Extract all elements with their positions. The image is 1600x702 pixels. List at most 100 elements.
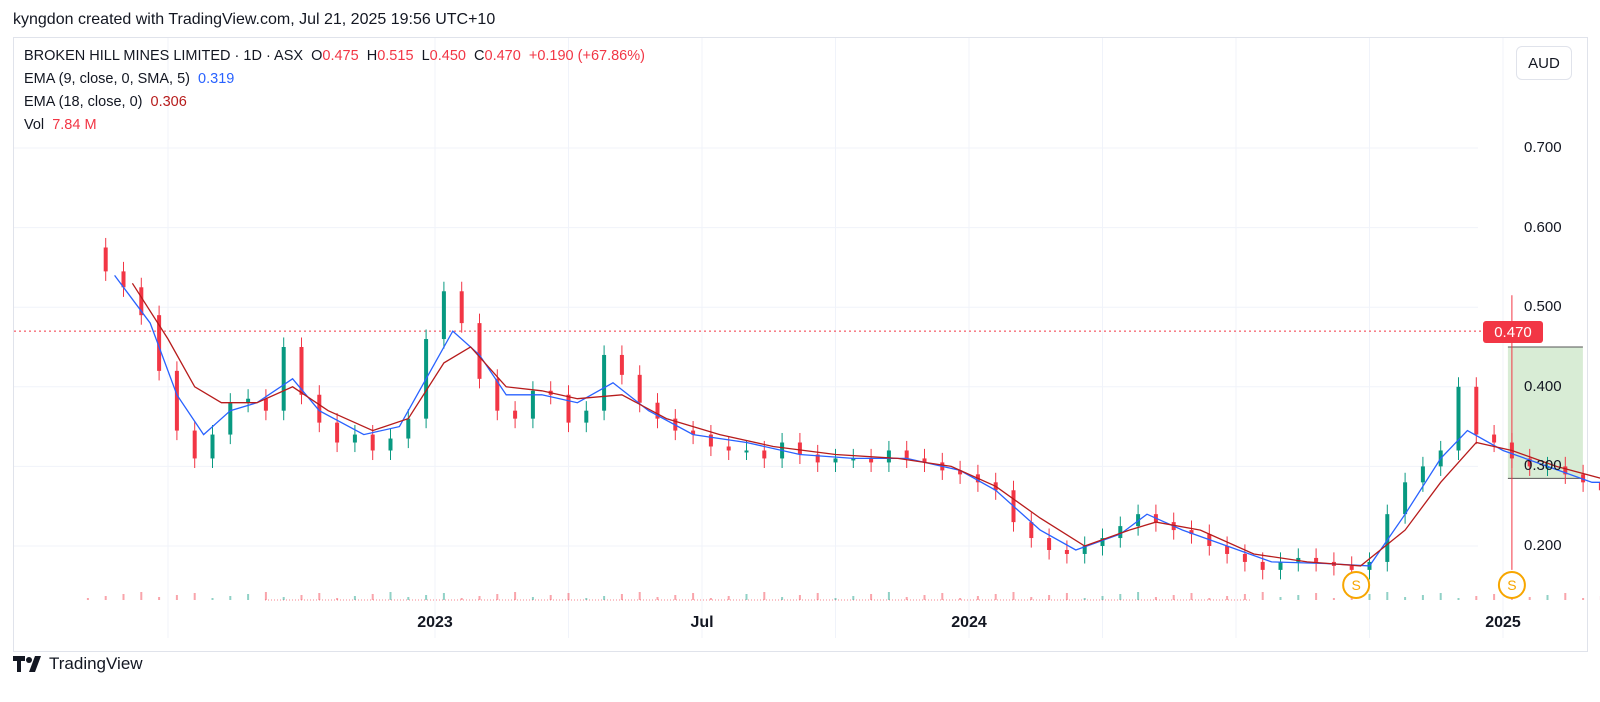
volume-bar	[86, 598, 89, 600]
candle-body[interactable]	[1118, 526, 1123, 539]
current-price-label: 0.470	[1483, 321, 1543, 343]
candle-body[interactable]	[299, 347, 304, 395]
candle-body[interactable]	[922, 458, 927, 463]
volume-bar	[585, 598, 588, 600]
candle-body[interactable]	[1260, 561, 1265, 570]
candle-body[interactable]	[584, 410, 589, 423]
volume-bar	[264, 592, 267, 600]
candle-body[interactable]	[192, 430, 197, 459]
chart-frame[interactable]	[13, 37, 1588, 652]
candle-body[interactable]	[958, 470, 963, 475]
footer-brand[interactable]: TradingView	[13, 654, 143, 674]
candle-body[interactable]	[566, 394, 571, 423]
candle-body[interactable]	[1581, 474, 1586, 483]
candle-body[interactable]	[1420, 466, 1425, 483]
candle-body[interactable]	[103, 247, 108, 272]
candle-body[interactable]	[406, 418, 411, 439]
candle-body[interactable]	[263, 398, 268, 411]
candle-body[interactable]	[886, 450, 891, 463]
candle-body[interactable]	[869, 458, 874, 463]
volume-bar	[1119, 594, 1122, 600]
volume-bar	[211, 598, 214, 600]
candle-body[interactable]	[352, 434, 357, 443]
candle-body[interactable]	[637, 374, 642, 403]
candle-body[interactable]	[1278, 561, 1283, 570]
candle-body[interactable]	[1100, 538, 1105, 546]
candle-body[interactable]	[139, 287, 144, 316]
candle-body[interactable]	[833, 458, 838, 463]
candle-body[interactable]	[1563, 466, 1568, 475]
legend-ema9-row[interactable]: EMA (9, close, 0, SMA, 5) 0.319	[24, 71, 234, 87]
ema18-line[interactable]	[131, 282, 1600, 567]
candle-body[interactable]	[335, 422, 340, 443]
candle-body[interactable]	[281, 347, 286, 411]
volume-bar	[1083, 598, 1086, 600]
candle-body[interactable]	[157, 315, 162, 371]
candle-body[interactable]	[744, 450, 749, 453]
candle-body[interactable]	[1082, 546, 1087, 554]
candle-body[interactable]	[370, 434, 375, 451]
volume-bar	[923, 595, 926, 600]
candle-body[interactable]	[477, 323, 482, 379]
volume-bar	[1493, 594, 1496, 600]
candle-body[interactable]	[174, 370, 179, 431]
candle-body[interactable]	[708, 434, 713, 447]
candle-body[interactable]	[1456, 386, 1461, 451]
candle-body[interactable]	[691, 430, 696, 435]
candle-body[interactable]	[797, 442, 802, 455]
candle-body[interactable]	[388, 438, 393, 451]
candle-body[interactable]	[815, 454, 820, 463]
candle-body[interactable]	[1545, 466, 1550, 469]
legend-open-value: 0.475	[322, 48, 359, 64]
candle-body[interactable]	[1189, 530, 1194, 535]
signal-marker-label-0: S	[1351, 577, 1360, 593]
candle-body[interactable]	[513, 410, 518, 419]
candle-body[interactable]	[459, 291, 464, 324]
candle-body[interactable]	[441, 291, 446, 340]
legend-ohlc-row: BROKEN HILL MINES LIMITED · 1D · ASX O0.…	[24, 48, 645, 64]
ema9-line[interactable]	[114, 275, 1600, 567]
volume-bar	[353, 596, 356, 600]
candle-body[interactable]	[1029, 522, 1034, 539]
volume-bar	[1386, 592, 1389, 600]
candle-body[interactable]	[1527, 458, 1532, 467]
candle-body[interactable]	[1403, 482, 1408, 515]
legend-close-value: 0.470	[484, 48, 521, 64]
candle-body[interactable]	[726, 446, 731, 451]
candle-body[interactable]	[317, 394, 322, 423]
candle-body[interactable]	[619, 354, 624, 375]
candle-body[interactable]	[228, 402, 233, 435]
candle-body[interactable]	[210, 434, 215, 459]
candle-body[interactable]	[246, 398, 251, 403]
candle-body[interactable]	[495, 378, 500, 411]
candle-body[interactable]	[1225, 546, 1230, 554]
signal-marker-0[interactable]	[1342, 571, 1371, 599]
candle-body[interactable]	[1349, 565, 1354, 570]
candle-body[interactable]	[1474, 386, 1479, 435]
legend-close-label: C	[474, 48, 485, 64]
volume-bar	[442, 593, 445, 600]
candle-body[interactable]	[1242, 553, 1247, 562]
volume-bar	[531, 597, 534, 600]
signal-marker-1[interactable]	[1497, 571, 1526, 599]
candle-body[interactable]	[1064, 549, 1069, 554]
currency-button[interactable]: AUD	[1516, 46, 1572, 80]
candle-body[interactable]	[121, 271, 126, 288]
candle-body[interactable]	[1385, 514, 1390, 562]
candle-body[interactable]	[851, 458, 856, 461]
candle-body[interactable]	[1598, 482, 1600, 491]
legend-volume-row[interactable]: Vol 7.84 M	[24, 117, 97, 133]
candle-body[interactable]	[655, 402, 660, 419]
volume-bar	[122, 594, 125, 600]
candle-body[interactable]	[602, 354, 607, 411]
volume-bar	[1226, 596, 1229, 600]
candle-body[interactable]	[762, 450, 767, 459]
candle-body[interactable]	[1492, 434, 1497, 443]
candle-body[interactable]	[904, 450, 909, 459]
candle-body[interactable]	[1314, 557, 1319, 562]
candle-body[interactable]	[1047, 538, 1052, 550]
candle-body[interactable]	[530, 390, 535, 419]
legend-ema18-row[interactable]: EMA (18, close, 0) 0.306	[24, 94, 187, 110]
legend-symbol[interactable]: BROKEN HILL MINES LIMITED · 1D · ASX	[24, 48, 304, 64]
